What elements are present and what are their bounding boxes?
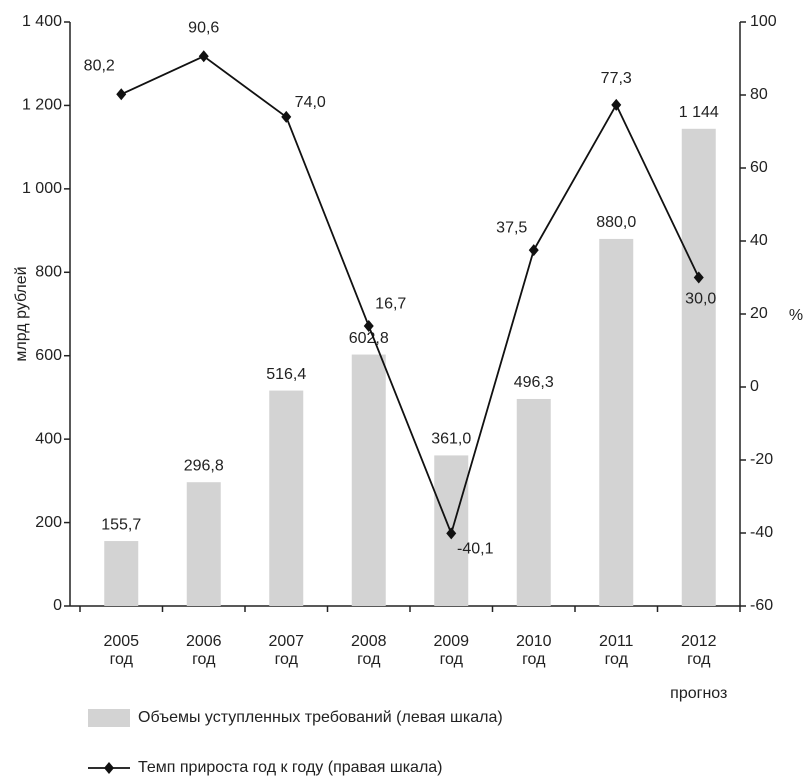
line-marker bbox=[446, 527, 457, 540]
x-tick-label: 2007 bbox=[268, 633, 304, 650]
bar-value-label: 1 144 bbox=[679, 104, 719, 121]
bar-value-label: 496,3 bbox=[514, 374, 554, 391]
bar-value-label: 602,8 bbox=[349, 330, 389, 347]
line-value-label: -40,1 bbox=[457, 541, 494, 558]
y-tick-label: 400 bbox=[35, 430, 62, 447]
x-tick-label: 2012 bbox=[681, 633, 717, 650]
line-value-label: 30,0 bbox=[685, 291, 716, 308]
line-marker bbox=[198, 50, 209, 63]
x-tick-label: 2005 bbox=[103, 633, 139, 650]
x-tick-label: 2011 bbox=[599, 633, 634, 650]
x-tick-label: год bbox=[275, 651, 299, 668]
bar bbox=[516, 398, 551, 606]
y2-axis-label: % bbox=[789, 307, 803, 324]
x-tick-label: год bbox=[687, 651, 711, 668]
line-value-label: 80,2 bbox=[84, 57, 115, 74]
y2-tick-label: -20 bbox=[750, 451, 773, 468]
line-marker bbox=[528, 244, 539, 257]
x-tick-label: год bbox=[605, 651, 629, 668]
y2-tick-label: 40 bbox=[750, 232, 768, 249]
y-tick-label: 1 400 bbox=[22, 13, 62, 30]
y-tick-label: 1 000 bbox=[22, 180, 62, 197]
line-marker bbox=[611, 98, 622, 111]
legend-label: Темп прироста год к году (правая шкала) bbox=[138, 759, 443, 776]
bar-value-label: 516,4 bbox=[266, 366, 306, 383]
line-value-label: 90,6 bbox=[188, 20, 219, 37]
x-tick-label: прогноз bbox=[670, 685, 727, 702]
line-marker bbox=[693, 271, 704, 284]
bar-value-label: 361,0 bbox=[431, 431, 471, 448]
line bbox=[120, 55, 700, 537]
line-value-label: 74,0 bbox=[295, 94, 326, 111]
x-tick-label: год bbox=[192, 651, 216, 668]
bar bbox=[186, 482, 221, 606]
x-tick-label: 2009 bbox=[433, 633, 469, 650]
x-tick-label: 2010 bbox=[516, 633, 552, 650]
line-value-label: 16,7 bbox=[375, 295, 406, 312]
bar bbox=[269, 390, 304, 606]
y2-tick-label: 80 bbox=[750, 86, 768, 103]
line-marker bbox=[116, 88, 127, 101]
bar-value-label: 296,8 bbox=[184, 457, 224, 474]
x-tick-label: 2006 bbox=[186, 633, 222, 650]
bar-value-label: 880,0 bbox=[596, 214, 636, 231]
bar-value-label: 155,7 bbox=[101, 516, 141, 533]
x-tick-label: год bbox=[357, 651, 381, 668]
y-tick-label: 1 200 bbox=[22, 97, 62, 114]
legend-marker bbox=[104, 762, 114, 774]
bar bbox=[599, 238, 634, 606]
bar bbox=[104, 541, 139, 606]
y-tick-label: 0 bbox=[53, 597, 62, 614]
y2-tick-label: -40 bbox=[750, 524, 773, 541]
y2-tick-label: 60 bbox=[750, 159, 768, 176]
y-tick-label: 600 bbox=[35, 347, 62, 364]
y-axis-label: млрд рублей bbox=[13, 266, 30, 361]
x-tick-label: 2008 bbox=[351, 633, 387, 650]
line-marker bbox=[363, 320, 374, 333]
y-tick-label: 200 bbox=[35, 514, 62, 531]
legend-label: Объемы уступленных требований (левая шка… bbox=[138, 709, 503, 726]
x-tick-label: год bbox=[440, 651, 464, 668]
y2-tick-label: 100 bbox=[750, 13, 777, 30]
line-value-label: 37,5 bbox=[496, 219, 527, 236]
y2-tick-label: 0 bbox=[750, 378, 759, 395]
x-tick-label: год bbox=[110, 651, 134, 668]
line-marker bbox=[281, 110, 292, 123]
x-tick-label: год bbox=[522, 651, 546, 668]
line-value-label: 77,3 bbox=[601, 70, 632, 87]
legend-swatch bbox=[88, 709, 130, 727]
y2-tick-label: 20 bbox=[750, 305, 768, 322]
bar bbox=[351, 354, 386, 606]
y-tick-label: 800 bbox=[35, 264, 62, 281]
bar bbox=[681, 128, 716, 606]
y2-tick-label: -60 bbox=[750, 597, 773, 614]
